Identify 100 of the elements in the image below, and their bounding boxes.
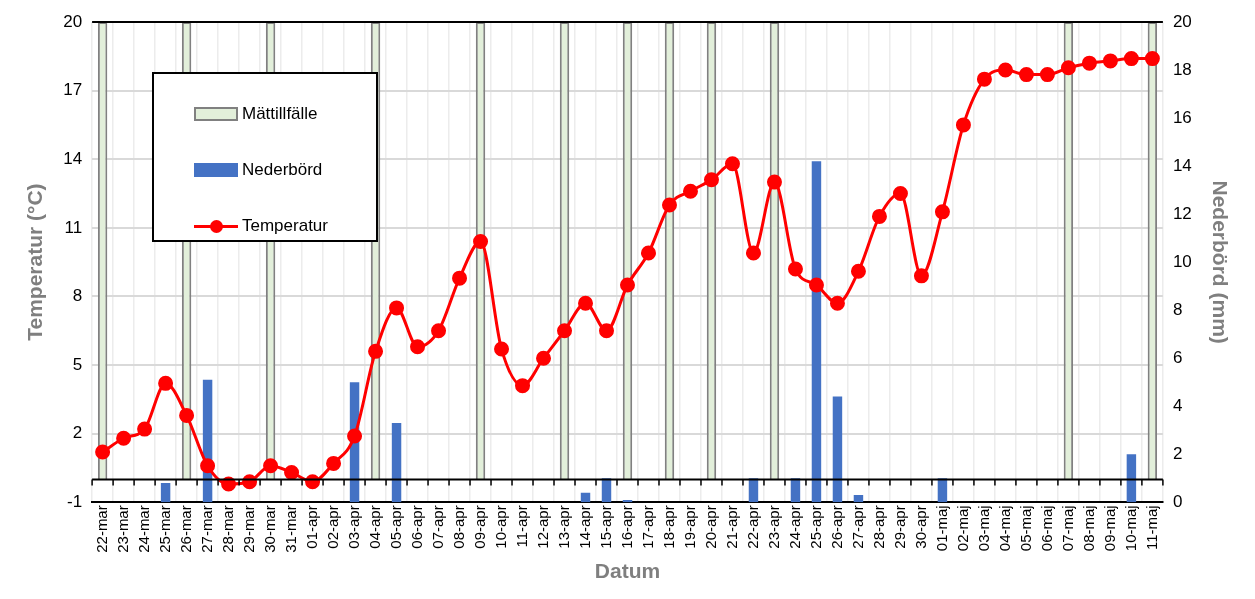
- x-tick-label: 10-maj: [1121, 505, 1139, 552]
- legend-label: Mättillfälle: [242, 104, 318, 124]
- x-tick-label: 10-apr: [491, 505, 509, 549]
- x-tick-label: 31-mar: [281, 505, 299, 553]
- bar: [1126, 454, 1137, 503]
- x-tick-label: 08-apr: [449, 505, 467, 549]
- point: [787, 261, 803, 277]
- y2-tick-label: 4: [1172, 395, 1183, 415]
- point: [473, 234, 489, 250]
- x-tick-label: 14-apr: [575, 505, 593, 549]
- x-tick-label: 29-apr: [890, 505, 908, 549]
- point: [997, 62, 1013, 78]
- point: [1060, 60, 1076, 76]
- x-tick-label: 09-apr: [470, 505, 488, 549]
- x-tick-label: 01-maj: [932, 505, 950, 552]
- y2-tick-label: 14: [1172, 155, 1192, 175]
- legend-label: Temperatur: [242, 216, 328, 236]
- y-tick-label: 2: [72, 423, 83, 443]
- x-tick-label: 18-apr: [659, 505, 677, 549]
- point: [389, 300, 405, 316]
- x-tick-label: 29-mar: [239, 505, 257, 553]
- x-tick-label: 07-apr: [428, 505, 446, 549]
- y-tick-label: 5: [72, 354, 83, 374]
- point: [494, 341, 510, 357]
- point: [599, 323, 614, 339]
- x-tick-label: 24-mar: [134, 505, 152, 553]
- point: [158, 375, 174, 391]
- x-tick-label: 30-mar: [260, 505, 278, 553]
- point: [536, 350, 552, 366]
- y2-tick-label: 10: [1172, 251, 1192, 271]
- x-tick-label: 08-maj: [1079, 505, 1097, 552]
- y-tick-label: -1: [66, 491, 83, 511]
- point: [1039, 67, 1055, 83]
- y2-tick-label: 0: [1172, 491, 1183, 511]
- point: [808, 277, 824, 293]
- point: [724, 156, 740, 172]
- y2-tick-label: 18: [1172, 59, 1192, 79]
- point: [850, 263, 866, 279]
- y2-tick-label: 2: [1172, 443, 1183, 463]
- x-tick-label: 26-apr: [827, 505, 845, 549]
- x-tick-label: 04-maj: [995, 505, 1013, 552]
- y2-axis-title: Nederbörd (mm): [1208, 180, 1232, 344]
- x-tick-label: 04-apr: [365, 505, 383, 549]
- y-tick-label: 8: [72, 286, 83, 306]
- bar: [811, 161, 822, 503]
- point: [431, 323, 447, 339]
- x-tick-label: 05-apr: [386, 505, 404, 549]
- x-tick-label: 17-apr: [638, 505, 656, 549]
- point: [703, 172, 719, 188]
- point: [95, 444, 111, 460]
- point: [661, 197, 677, 213]
- x-tick-label: 25-mar: [155, 505, 173, 553]
- x-tick-label: 19-apr: [680, 505, 698, 549]
- x-tick-label: 26-mar: [176, 505, 194, 553]
- y2-tick-label: 16: [1172, 107, 1192, 127]
- point: [745, 245, 761, 261]
- y2-tick-label: 8: [1172, 299, 1183, 319]
- point: [976, 71, 992, 87]
- point: [1018, 67, 1034, 83]
- point: [620, 277, 635, 293]
- y2-tick-label: 20: [1172, 11, 1192, 31]
- x-tick-label: 03-apr: [344, 505, 362, 549]
- x-axis-title: Datum: [594, 559, 661, 583]
- point: [452, 270, 468, 286]
- x-tick-label: 23-apr: [764, 505, 782, 549]
- y-axis-title: Temperatur (°C): [23, 183, 47, 341]
- x-tick-label: 21-apr: [722, 505, 740, 549]
- x-tick-label: 27-apr: [848, 505, 866, 549]
- x-tick-label: 27-mar: [197, 505, 215, 553]
- x-tick-label: 15-apr: [596, 505, 614, 549]
- x-tick-label: 09-maj: [1100, 505, 1118, 552]
- point: [263, 458, 279, 474]
- y2-tick-label: 12: [1172, 203, 1192, 223]
- point: [766, 174, 782, 190]
- point: [116, 430, 132, 446]
- point: [871, 208, 887, 224]
- x-tick-label: 25-apr: [806, 505, 824, 549]
- x-tick-label: 12-apr: [533, 505, 551, 549]
- y2-tick-label: 6: [1172, 347, 1183, 367]
- x-tick-label: 28-apr: [869, 505, 887, 549]
- point: [200, 458, 216, 474]
- point: [137, 421, 153, 437]
- x-tick-label: 02-maj: [953, 505, 971, 552]
- bar: [160, 483, 171, 503]
- x-tick-label: 05-maj: [1016, 505, 1034, 552]
- point: [1123, 51, 1139, 67]
- x-tick-label: 01-apr: [302, 505, 320, 549]
- x-tick-label: 22-mar: [92, 505, 110, 553]
- point: [347, 428, 363, 444]
- y-tick-label: 14: [63, 148, 83, 168]
- bar: [391, 423, 402, 503]
- x-tick-label: 02-apr: [323, 505, 341, 549]
- point: [515, 378, 531, 394]
- x-tick-label: 06-maj: [1037, 505, 1055, 552]
- bar: [853, 495, 864, 503]
- point: [913, 268, 929, 284]
- point: [1144, 51, 1160, 67]
- y-tick-label: 11: [64, 217, 83, 237]
- x-tick-label: 03-maj: [974, 505, 992, 552]
- point: [955, 117, 971, 133]
